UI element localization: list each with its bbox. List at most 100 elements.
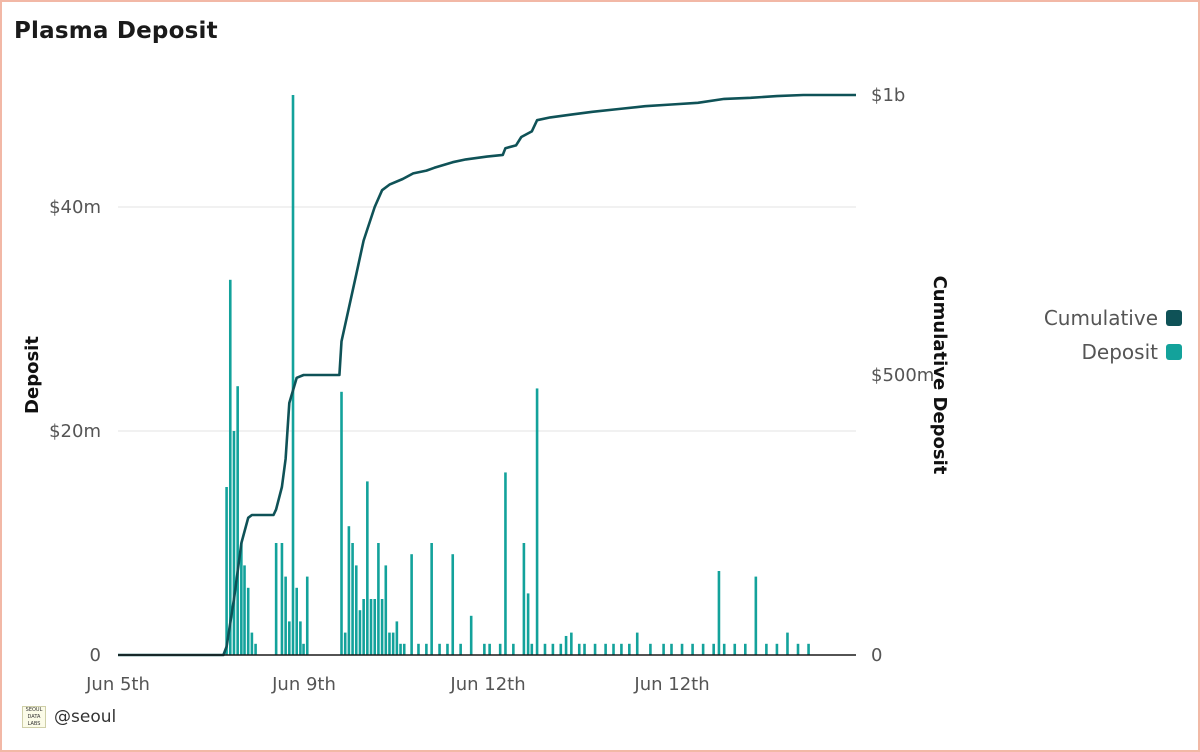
deposit-bar: [717, 571, 721, 655]
right-tick-label: 0: [871, 645, 882, 666]
deposit-bar: [243, 565, 246, 655]
deposit-bar: [551, 643, 555, 655]
deposit-bar: [288, 621, 291, 655]
deposit-bar: [246, 587, 250, 655]
deposit-bar: [649, 643, 652, 655]
grid-lines: [118, 206, 856, 432]
deposit-bar: [302, 643, 305, 655]
left-tick-label: $20m: [49, 421, 101, 442]
deposit-bar: [459, 643, 462, 655]
deposit-bar: [369, 599, 373, 655]
deposit-bar: [535, 388, 539, 655]
deposit-bar: [712, 643, 715, 655]
deposit-bar: [522, 543, 526, 655]
deposit-bar: [373, 599, 377, 655]
deposit-bar: [765, 643, 768, 655]
deposit-bar: [388, 632, 391, 655]
x-tick-label: Jun 12th: [633, 674, 709, 695]
deposit-bar: [451, 554, 455, 655]
deposit-bar: [358, 610, 362, 655]
deposit-bar: [284, 576, 287, 655]
deposit-bar: [577, 643, 581, 655]
x-tick-label: Jun 12th: [449, 674, 525, 695]
deposit-bar: [796, 643, 800, 655]
deposit-bar: [733, 643, 737, 655]
deposit-bar: [559, 643, 563, 655]
legend-swatch-cumulative: [1166, 310, 1182, 326]
deposit-bar: [635, 632, 639, 655]
legend-swatch-deposit: [1166, 344, 1182, 360]
deposit-bar: [498, 643, 502, 655]
deposit-bar: [250, 632, 254, 655]
deposit-bar: [395, 621, 399, 655]
deposit-bar: [351, 543, 354, 655]
deposit-bar: [354, 565, 358, 655]
deposit-bar: [295, 587, 299, 655]
deposit-bar: [291, 95, 295, 655]
deposit-bar: [384, 565, 388, 655]
deposit-bar: [526, 593, 530, 655]
deposit-bar: [391, 632, 395, 655]
deposit-bar: [228, 279, 232, 655]
deposit-bar: [254, 643, 257, 655]
legend-item-deposit[interactable]: Deposit: [1044, 340, 1182, 364]
deposit-bar: [225, 487, 228, 655]
deposit-bar: [691, 643, 694, 655]
axes: 0 $20m $40m 0 $500m $1b Jun 5th Jun 9th Jun 12th…: [22, 85, 950, 695]
legend: Cumulative Deposit: [1044, 306, 1182, 374]
deposit-bar: [410, 554, 413, 655]
x-tick-label: Jun 5th: [85, 674, 150, 695]
right-tick-label: $500m: [871, 365, 934, 386]
legend-label: Deposit: [1081, 340, 1158, 364]
deposit-bar: [662, 643, 665, 655]
deposit-bar: [512, 643, 515, 655]
deposit-bar: [340, 391, 343, 655]
deposit-bar: [430, 543, 433, 655]
deposit-bar: [543, 643, 547, 655]
deposit-bar: [417, 643, 420, 655]
deposit-bar: [366, 481, 369, 655]
deposit-bar: [564, 635, 568, 655]
deposit-bar: [504, 472, 507, 655]
deposit-bar: [377, 543, 380, 655]
left-tick-label: 0: [90, 645, 101, 666]
right-tick-label: $1b: [871, 85, 905, 106]
deposit-bar: [362, 599, 365, 655]
deposit-bar: [680, 643, 684, 655]
deposit-bar: [232, 431, 236, 655]
footer-handle[interactable]: @seoul: [54, 707, 117, 727]
deposit-bar: [299, 621, 302, 655]
deposit-bar: [236, 386, 239, 655]
legend-label: Cumulative: [1043, 306, 1158, 330]
right-axis-title: Cumulative Deposit: [929, 276, 950, 475]
deposit-bar: [620, 643, 623, 655]
deposit-bar: [438, 643, 441, 655]
seoul-data-labs-logo: SEOUL DATA LABS: [22, 706, 46, 728]
deposit-bar: [446, 643, 449, 655]
deposit-bar: [604, 643, 607, 655]
deposit-bar: [593, 643, 597, 655]
deposit-bar: [530, 643, 534, 655]
deposit-bars: [225, 95, 810, 655]
deposit-bar: [469, 615, 473, 655]
x-tick-label: Jun 9th: [271, 674, 336, 695]
deposit-bar: [583, 643, 586, 655]
cumulative-line: [118, 93, 856, 657]
left-axis-title: Deposit: [22, 336, 43, 414]
deposit-bar: [570, 632, 573, 655]
footer: SEOUL DATA LABS @seoul: [22, 706, 116, 728]
deposit-bar: [670, 643, 673, 655]
cumulative-line-group: [118, 93, 856, 657]
deposit-bar: [402, 643, 406, 655]
deposit-bar: [240, 543, 243, 655]
legend-item-cumulative[interactable]: Cumulative: [1044, 306, 1182, 330]
deposit-bar: [399, 643, 402, 655]
deposit-bar: [380, 599, 384, 655]
deposit-bar: [786, 632, 789, 655]
deposit-bar: [347, 526, 351, 655]
deposit-bar: [280, 543, 284, 655]
left-tick-label: $40m: [49, 197, 101, 218]
deposit-bar: [274, 543, 278, 655]
deposit-bar: [343, 632, 347, 655]
